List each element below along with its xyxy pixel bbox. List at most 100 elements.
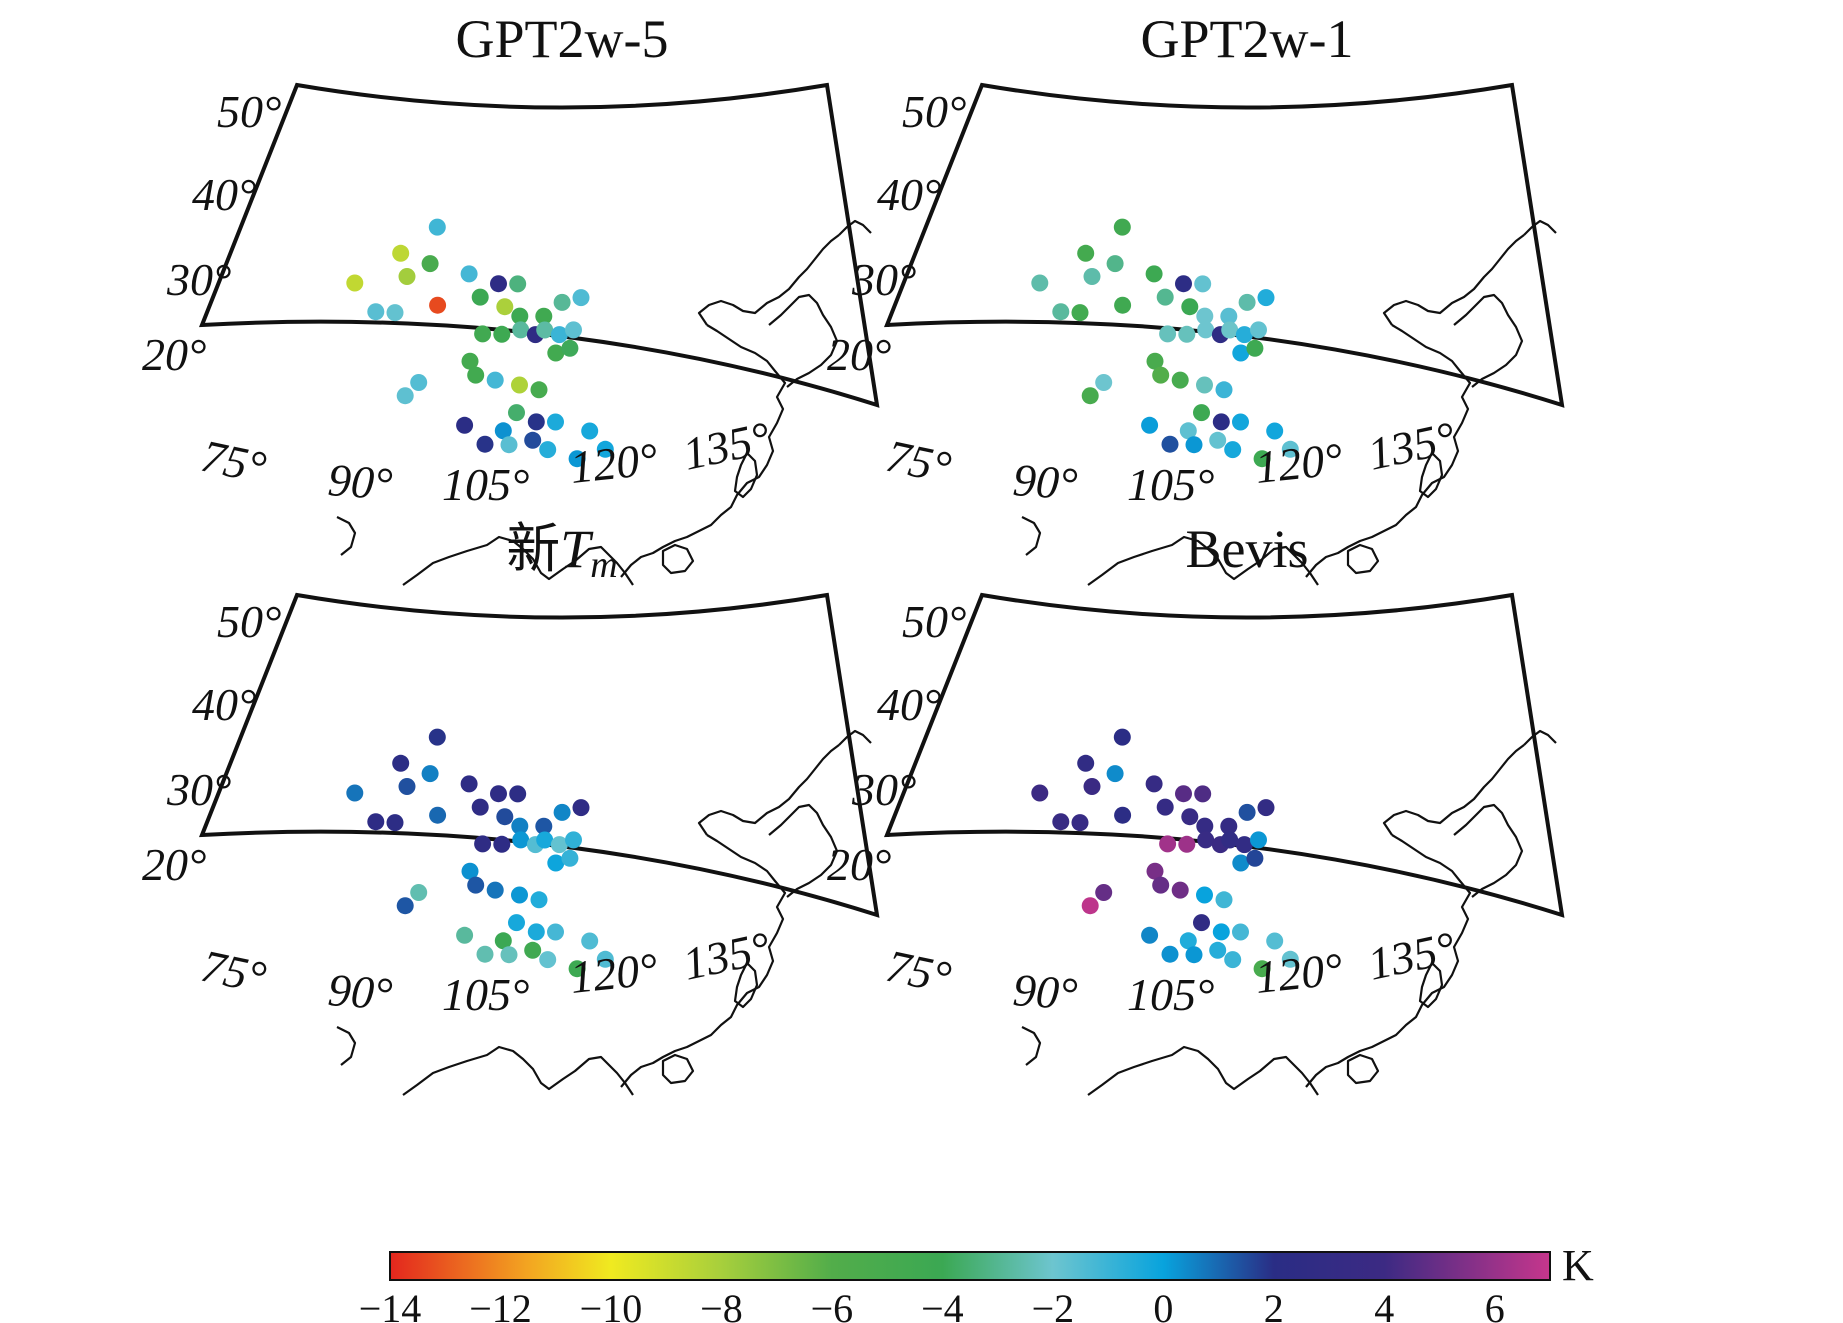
lon-label: 135°: [1363, 412, 1459, 480]
station-point: [1197, 321, 1215, 339]
station-point: [1141, 416, 1159, 434]
station-point: [392, 754, 410, 772]
lon-label: 120°: [568, 433, 660, 493]
station-point: [561, 849, 579, 867]
station-point: [547, 923, 564, 941]
title-subscript: m: [590, 544, 617, 586]
lat-label: 50°: [217, 86, 281, 137]
station-point: [471, 288, 489, 306]
lon-label: 105°: [442, 459, 529, 510]
station-point: [1238, 293, 1256, 311]
map-panel-gpt2w-5: GPT2w-5 50° 40° 30° 20° 75° 90° 105° 120…: [142, 9, 880, 587]
latitude-labels: 50° 40° 30° 20°: [827, 596, 966, 890]
lon-label: 120°: [1253, 943, 1345, 1003]
station-point: [1212, 413, 1230, 431]
station-point: [1179, 422, 1197, 440]
colorbar-tick-label: 4: [1374, 1286, 1394, 1323]
colorbar-tick-label: −6: [811, 1286, 854, 1323]
lat-label: 50°: [902, 596, 966, 647]
lon-label: 120°: [1253, 433, 1345, 493]
station-point: [1083, 778, 1101, 795]
station-point: [509, 785, 527, 803]
lat-label: 40°: [192, 679, 256, 730]
station-point: [536, 321, 554, 339]
station-point: [1212, 923, 1230, 941]
map-panel-bevis: Bevis 50° 40° 30° 20° 75° 90° 105° 120° …: [827, 519, 1565, 1097]
station-point: [1181, 298, 1199, 316]
station-point: [494, 932, 512, 950]
station-point: [396, 387, 414, 405]
station-point: [1114, 296, 1132, 314]
station-point: [535, 817, 553, 835]
station-point: [547, 854, 565, 872]
colorbar: K −14 −12 −10 −8 −6 −4 −2 0 2 4 6: [359, 1241, 1594, 1323]
station-point: [1253, 450, 1271, 468]
station-point: [1220, 817, 1238, 835]
station-point: [1146, 862, 1164, 880]
station-point: [568, 960, 586, 978]
station-point: [524, 431, 542, 449]
station-point: [1246, 849, 1264, 867]
station-point: [476, 435, 494, 453]
station-point: [1052, 303, 1070, 321]
lon-label: 105°: [442, 969, 529, 1020]
station-point: [1232, 344, 1250, 362]
lon-label: 135°: [678, 922, 774, 990]
colorbar-tick-label: −2: [1032, 1286, 1075, 1323]
station-point: [456, 416, 474, 434]
map-panel-new-tm: 新Tm 50° 40° 30° 20° 75° 90° 105° 120° 13…: [142, 517, 880, 1097]
lat-label: 30°: [166, 764, 231, 815]
station-point: [474, 325, 492, 343]
lat-label: 50°: [217, 596, 281, 647]
station-point: [461, 862, 479, 880]
station-point: [1081, 387, 1099, 405]
lat-label: 20°: [827, 329, 891, 380]
station-point: [1181, 808, 1199, 826]
latitude-labels: 50° 40° 30° 20°: [142, 86, 281, 380]
latitude-labels: 50° 40° 30° 20°: [827, 86, 966, 380]
station-point: [1114, 806, 1132, 824]
station-point: [512, 831, 530, 849]
station-point: [1185, 436, 1203, 454]
station-point: [1232, 923, 1249, 941]
station-point: [421, 765, 439, 783]
station-point: [460, 775, 478, 793]
panel-title: GPT2w-5: [456, 9, 669, 69]
colorbar-ticks: −14 −12 −10 −8 −6 −4 −2 0 2 4 6: [359, 1286, 1505, 1323]
station-point: [1196, 307, 1214, 325]
title-variable: T: [560, 519, 594, 579]
colorbar-unit: K: [1562, 1241, 1594, 1290]
station-point: [511, 817, 529, 835]
station-point: [1215, 891, 1233, 909]
station-point: [367, 303, 385, 321]
station-point: [496, 808, 514, 826]
panel-title: GPT2w-1: [1141, 9, 1354, 69]
station-point: [511, 886, 528, 904]
station-point: [1209, 941, 1227, 959]
station-point: [1196, 886, 1213, 904]
station-point: [467, 876, 485, 894]
station-point: [511, 307, 529, 325]
station-point: [1196, 817, 1214, 835]
lon-label: 135°: [678, 412, 774, 480]
station-point: [1194, 275, 1212, 293]
station-point: [596, 440, 614, 458]
station-point: [1266, 422, 1284, 440]
title-prefix: 新: [506, 517, 560, 580]
station-point: [428, 728, 446, 746]
lat-label: 40°: [192, 169, 256, 220]
station-point: [471, 798, 489, 816]
station-point: [1071, 814, 1089, 832]
station-point: [1146, 352, 1164, 370]
station-point: [512, 321, 530, 339]
station-point: [1266, 932, 1284, 950]
station-point: [1257, 799, 1275, 817]
station-point: [1232, 413, 1249, 431]
longitude-labels: 75° 90° 105° 120° 135°: [197, 922, 775, 1020]
station-point: [1113, 728, 1131, 746]
station-point: [367, 813, 385, 831]
station-point: [1220, 307, 1238, 325]
station-point: [1193, 404, 1210, 422]
colorbar-gradient: [389, 1251, 1551, 1281]
